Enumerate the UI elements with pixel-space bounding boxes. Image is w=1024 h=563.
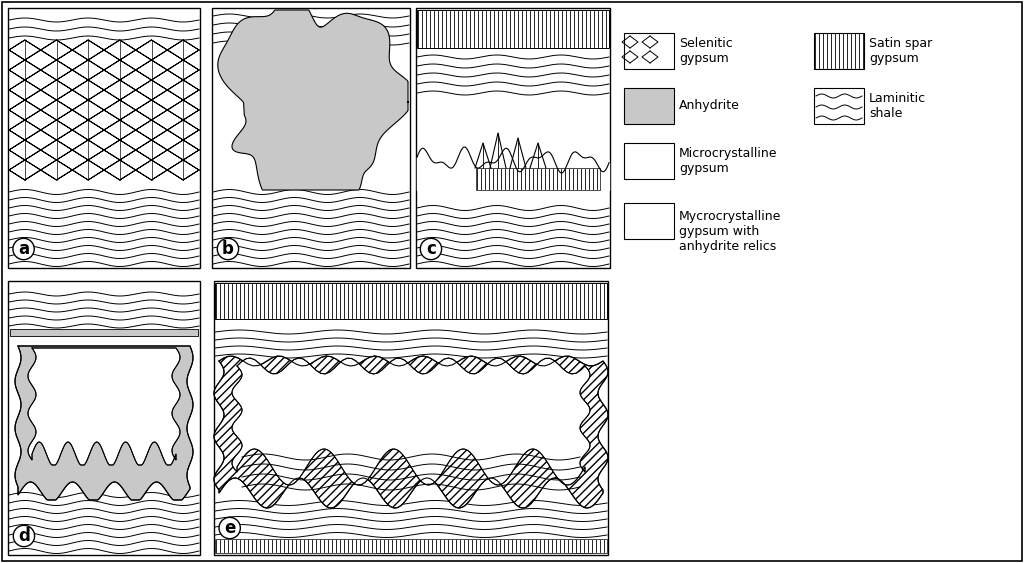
Polygon shape [15,346,193,500]
Polygon shape [214,356,608,508]
Polygon shape [28,348,180,465]
Bar [624,203,674,239]
Bar [8,8,200,268]
Bar [416,8,610,268]
Bar [212,8,410,268]
Text: Selenitic
gypsum: Selenitic gypsum [679,37,733,65]
Text: Anhydrite: Anhydrite [679,100,740,113]
Bar [10,329,198,336]
Bar [624,203,674,239]
Bar [8,281,200,555]
Bar [214,281,608,555]
Bar [417,10,609,48]
Bar [215,283,607,319]
Bar [624,88,674,124]
Text: e: e [224,519,236,537]
Bar [814,33,864,69]
Text: d: d [18,527,30,545]
Polygon shape [232,358,590,485]
Bar [814,88,864,124]
Text: b: b [222,240,233,258]
Text: Satin spar
gypsum: Satin spar gypsum [869,37,932,65]
Text: Microcrystalline
gypsum: Microcrystalline gypsum [679,147,777,175]
Text: Laminitic
shale: Laminitic shale [869,92,926,120]
Bar [624,143,674,179]
Text: c: c [426,240,436,258]
Polygon shape [218,10,408,190]
Text: Mycrocrystalline
gypsum with
anhydrite relics: Mycrocrystalline gypsum with anhydrite r… [679,211,781,253]
Text: a: a [18,240,29,258]
Bar [215,539,607,553]
Bar [476,168,600,190]
Bar [624,33,674,69]
